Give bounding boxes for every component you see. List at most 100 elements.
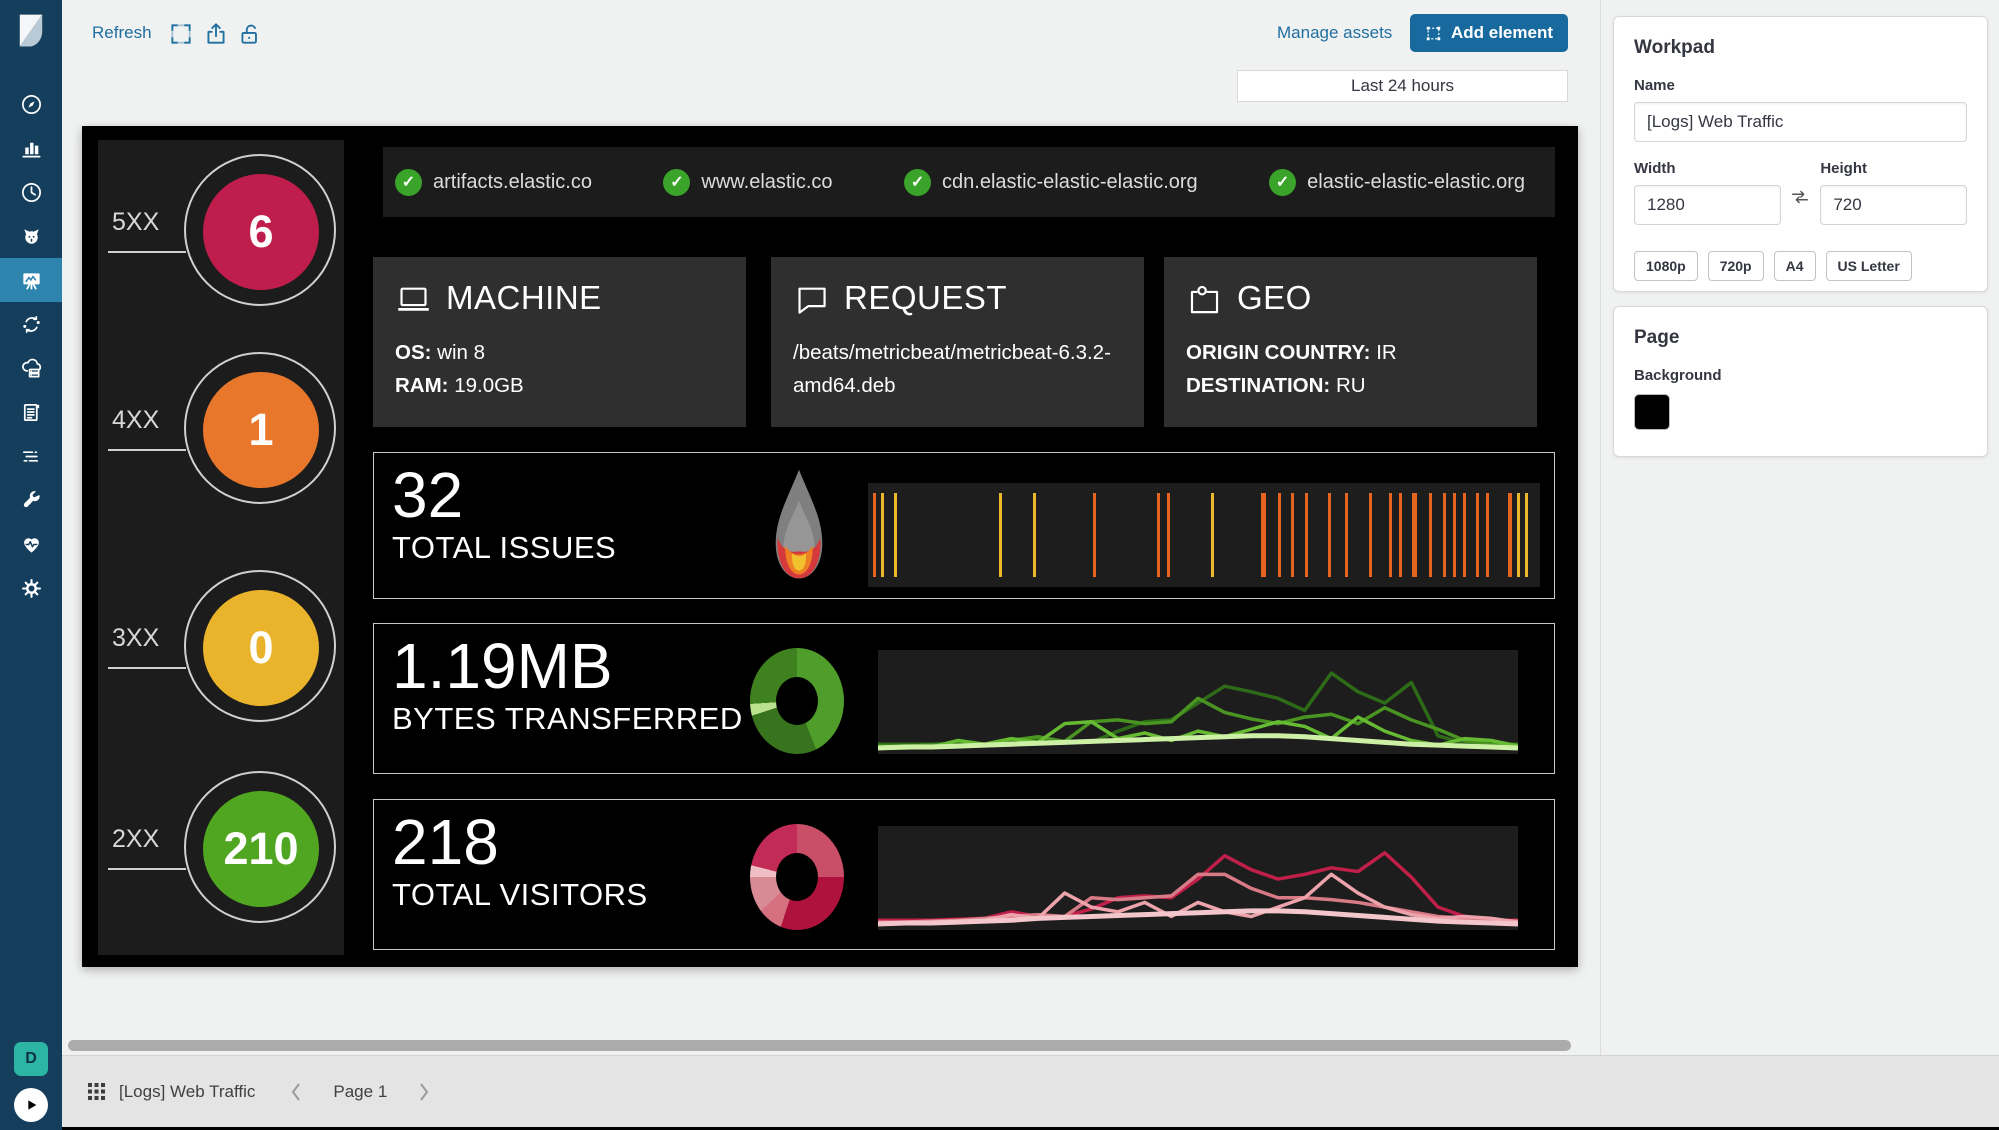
flame-icon xyxy=(766,465,832,587)
total-visitors-element[interactable]: 218 TOTAL VISITORS xyxy=(373,799,1555,950)
event-tick xyxy=(1345,493,1349,577)
issues-event-ticks-chart xyxy=(868,483,1540,587)
event-tick xyxy=(1452,493,1456,577)
width-input[interactable] xyxy=(1634,185,1781,225)
card-line: RAM: 19.0GB xyxy=(395,373,524,397)
card-title: MACHINE xyxy=(395,279,724,317)
line-series xyxy=(878,911,1518,924)
status-circles-panel: 5XX 6 4XX 1 3XX 0 2XX 210 xyxy=(98,140,344,955)
app-nav-sidebar: D xyxy=(0,0,62,1130)
status-circle-ring xyxy=(184,771,336,923)
geo-card[interactable]: GEO ORIGIN COUNTRY: IR DESTINATION: RU xyxy=(1164,257,1537,427)
cycle-icon xyxy=(22,315,40,333)
sidebar-item-machine-learning[interactable] xyxy=(0,302,62,346)
add-element-icon xyxy=(1426,26,1441,40)
page-settings-card: Page Background xyxy=(1613,306,1988,457)
heartbeat-icon xyxy=(23,537,39,553)
event-tick xyxy=(1304,493,1308,577)
sidebar-item-management[interactable] xyxy=(0,566,62,610)
page-number-label[interactable]: Page 1 xyxy=(333,1081,388,1101)
workpad-canvas[interactable]: 5XX 6 4XX 1 3XX 0 2XX 210 ✓ artifacts.elastic.co… xyxy=(82,126,1578,967)
line-series xyxy=(878,874,1518,924)
sidebar-item-infrastructure[interactable] xyxy=(0,346,62,390)
machine-card[interactable]: MACHINE OS: win 8 RAM: 19.0GB xyxy=(373,257,746,427)
check-icon: ✓ xyxy=(1269,168,1297,196)
page-grid-icon[interactable] xyxy=(87,1082,106,1101)
refresh-link[interactable]: Refresh xyxy=(92,23,152,42)
fullscreen-icon[interactable] xyxy=(168,21,194,47)
check-icon: ✓ xyxy=(663,168,691,196)
fullscreen-play-button[interactable] xyxy=(14,1088,48,1122)
add-element-button[interactable]: Add element xyxy=(1410,14,1568,52)
domain-status-item: ✓ elastic-elastic-elastic.org xyxy=(1269,168,1525,196)
status-circle-4xx[interactable]: 1 xyxy=(203,372,319,488)
height-input[interactable] xyxy=(1820,185,1967,225)
export-share-icon[interactable] xyxy=(203,21,229,47)
sidebar-item-visualize[interactable] xyxy=(0,126,62,170)
request-card[interactable]: REQUEST /beats/metricbeat/metricbeat-6.3… xyxy=(771,257,1144,427)
event-tick xyxy=(1291,493,1295,577)
gear-icon xyxy=(21,578,41,598)
event-tick xyxy=(1476,493,1480,577)
workpad-settings-title: Workpad xyxy=(1634,37,1715,58)
preset-1080p[interactable]: 1080p xyxy=(1634,251,1698,281)
next-page-chevron-icon[interactable] xyxy=(417,1081,431,1103)
event-tick xyxy=(1093,493,1097,577)
line-series xyxy=(878,673,1518,744)
domain-name: www.elastic.co xyxy=(701,170,833,193)
time-filter-button[interactable]: Last 24 hours xyxy=(1237,70,1568,102)
footer-workpad-name: [Logs] Web Traffic xyxy=(119,1081,256,1101)
status-circle-2xx[interactable]: 210 xyxy=(203,791,319,907)
card-line: /beats/metricbeat/metricbeat-6.3.2-amd64… xyxy=(793,341,1111,397)
cloud-servers-icon xyxy=(21,358,41,378)
height-label: Height xyxy=(1820,160,1867,177)
status-circle-5xx[interactable]: 6 xyxy=(203,174,319,290)
previous-page-chevron-icon[interactable] xyxy=(289,1081,303,1103)
sidebar-item-uptime[interactable] xyxy=(0,214,62,258)
bytes-transferred-element[interactable]: 1.19MB BYTES TRANSFERRED xyxy=(373,623,1555,774)
card-title-text: MACHINE xyxy=(446,279,602,316)
card-title-text: GEO xyxy=(1237,279,1312,316)
sidebar-item-timelion[interactable] xyxy=(0,170,62,214)
event-tick xyxy=(1368,493,1372,577)
status-circle-3xx[interactable]: 0 xyxy=(203,590,319,706)
kibana-logo[interactable] xyxy=(0,0,62,62)
total-issues-element[interactable]: 32 TOTAL ISSUES xyxy=(373,452,1555,599)
sidebar-item-canvas[interactable] xyxy=(0,258,62,302)
page-controls: Page 1 xyxy=(289,1081,431,1103)
screen-edge xyxy=(0,1127,1999,1130)
status-circle-ring xyxy=(184,352,336,504)
dog-icon xyxy=(23,228,39,244)
status-circle-connector xyxy=(108,449,186,451)
easel-icon xyxy=(22,272,40,290)
horizontal-scrollbar[interactable] xyxy=(68,1040,1571,1051)
clock-icon xyxy=(21,182,41,202)
event-tick xyxy=(1486,493,1490,577)
document-icon xyxy=(23,403,39,421)
preset-720p[interactable]: 720p xyxy=(1707,251,1764,281)
manage-assets-link[interactable]: Manage assets xyxy=(1277,23,1393,42)
background-color-swatch[interactable] xyxy=(1634,394,1670,430)
speech-bubble-icon xyxy=(798,287,826,314)
status-circle-label: 5XX xyxy=(112,208,160,236)
issues-value: 32 xyxy=(392,459,464,531)
sidebar-item-logs[interactable] xyxy=(0,390,62,434)
visitors-value: 218 xyxy=(392,806,499,878)
sidebar-item-dev-tools[interactable] xyxy=(0,478,62,522)
event-tick xyxy=(1032,493,1036,577)
preset-us-letter[interactable]: US Letter xyxy=(1825,251,1912,281)
preset-a4[interactable]: A4 xyxy=(1773,251,1816,281)
status-circle-label: 4XX xyxy=(112,406,160,434)
swap-dimensions-icon[interactable] xyxy=(1781,186,1821,208)
event-tick xyxy=(1429,493,1433,577)
sidebar-item-discover[interactable] xyxy=(0,82,62,126)
check-icon: ✓ xyxy=(395,168,422,196)
user-avatar[interactable]: D xyxy=(14,1042,48,1076)
workpad-settings-card: Workpad Name Width Height 1080p 720p A4 US … xyxy=(1613,16,1988,292)
unlock-icon[interactable] xyxy=(237,21,263,47)
bar-chart-icon xyxy=(21,142,41,158)
workpad-name-input[interactable] xyxy=(1634,102,1967,142)
check-icon: ✓ xyxy=(904,168,932,196)
sidebar-item-apm[interactable] xyxy=(0,434,62,478)
sidebar-item-monitoring[interactable] xyxy=(0,522,62,566)
